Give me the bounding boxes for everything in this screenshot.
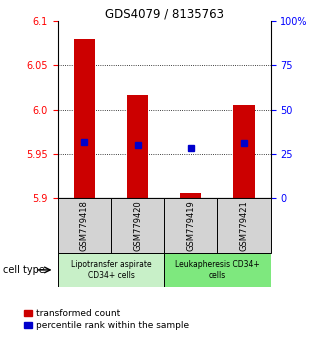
Bar <box>58 198 111 253</box>
Bar <box>58 253 164 287</box>
Text: Leukapheresis CD34+
cells: Leukapheresis CD34+ cells <box>175 260 260 280</box>
Bar <box>111 198 164 253</box>
Text: GSM779421: GSM779421 <box>240 200 248 251</box>
Bar <box>180 193 201 198</box>
Bar <box>217 198 271 253</box>
Title: GDS4079 / 8135763: GDS4079 / 8135763 <box>105 7 224 20</box>
Text: cell type: cell type <box>3 265 45 275</box>
Text: Lipotransfer aspirate
CD34+ cells: Lipotransfer aspirate CD34+ cells <box>71 260 151 280</box>
Text: GSM779420: GSM779420 <box>133 200 142 251</box>
Legend: transformed count, percentile rank within the sample: transformed count, percentile rank withi… <box>24 309 189 330</box>
Bar <box>127 95 148 198</box>
Bar <box>233 105 255 198</box>
Bar <box>164 198 217 253</box>
Bar <box>74 39 95 198</box>
Bar <box>164 253 271 287</box>
Text: GSM779418: GSM779418 <box>80 200 89 251</box>
Text: GSM779419: GSM779419 <box>186 200 195 251</box>
